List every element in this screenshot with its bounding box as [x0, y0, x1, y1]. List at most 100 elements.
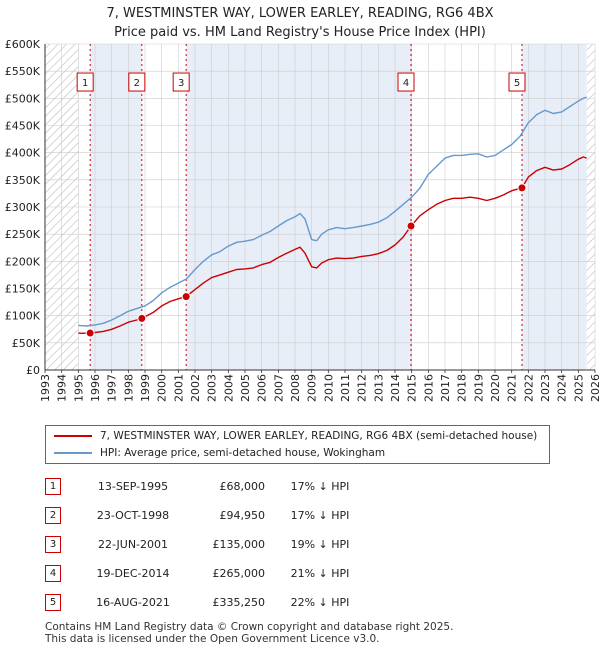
x-tick-label: 2011 — [339, 374, 352, 402]
footer-line1: Contains HM Land Registry data © Crown c… — [45, 621, 454, 633]
sale-marker-label: 4 — [403, 78, 409, 89]
sale-marker-label: 1 — [82, 78, 88, 89]
x-tick-label: 1993 — [39, 374, 52, 402]
x-tick-label: 2022 — [522, 374, 535, 402]
sale-date: 22-JUN-2001 — [97, 538, 169, 551]
x-tick-label: 2014 — [389, 374, 402, 402]
sale-number-badge: 2 — [45, 507, 61, 524]
sale-hpi-diff: 17% ↓ HPI — [290, 509, 350, 522]
x-tick-label: 2007 — [272, 374, 285, 402]
x-tick-label: 1996 — [89, 374, 102, 402]
x-tick-label: 2023 — [539, 374, 552, 402]
sale-number-badge: 4 — [45, 565, 61, 582]
x-tick-label: 2018 — [456, 374, 469, 402]
y-tick-label: £0 — [26, 364, 40, 377]
x-tick-label: 2026 — [589, 374, 600, 402]
legend-label-property: 7, WESTMINSTER WAY, LOWER EARLEY, READIN… — [100, 430, 538, 442]
x-tick-label: 2005 — [239, 374, 252, 402]
sale-marker-box — [128, 72, 146, 92]
x-tick-label: 1998 — [122, 374, 135, 402]
table-row: 5 16-AUG-2021 £335,250 22% ↓ HPI — [45, 588, 375, 617]
y-tick-label: £400K — [5, 147, 41, 160]
grid-lines — [44, 43, 596, 371]
sale-price: £135,000 — [212, 538, 266, 551]
y-tick-label: £50K — [12, 337, 41, 350]
legend-swatch-property — [54, 435, 92, 437]
sale-point — [137, 313, 147, 323]
sale-date: 16-AUG-2021 — [96, 596, 170, 609]
x-tick-label: 1999 — [139, 374, 152, 402]
x-tick-label: 2024 — [556, 374, 569, 402]
sale-marker-label: 2 — [134, 78, 140, 89]
x-tick-label: 2004 — [222, 374, 235, 402]
y-tick-label: £150K — [5, 283, 41, 296]
x-tick-label: 2017 — [439, 374, 452, 402]
sale-point — [406, 221, 416, 231]
property-price-line — [78, 156, 587, 334]
legend-label-hpi: HPI: Average price, semi-detached house,… — [100, 447, 386, 459]
footer-line2: This data is licensed under the Open Gov… — [45, 633, 380, 645]
x-tick-label: 2002 — [189, 374, 202, 402]
chart-title: 7, WESTMINSTER WAY, LOWER EARLEY, READIN… — [0, 4, 600, 42]
sale-hpi-diff: 19% ↓ HPI — [290, 538, 350, 551]
x-tick-label: 2021 — [506, 374, 519, 402]
y-tick-label: £200K — [5, 255, 41, 268]
y-tick-label: £350K — [5, 174, 41, 187]
sale-date: 23-OCT-1998 — [96, 509, 170, 522]
sale-price: £94,950 — [219, 509, 266, 522]
sales-table: 1 13-SEP-1995 £68,000 17% ↓ HPI 2 23-OCT… — [45, 472, 375, 617]
y-tick-label: £300K — [5, 201, 41, 214]
x-tick-label: 2012 — [356, 374, 369, 402]
table-row: 2 23-OCT-1998 £94,950 17% ↓ HPI — [45, 501, 375, 530]
sale-date: 19-DEC-2014 — [96, 567, 170, 580]
x-tick-label: 1997 — [106, 374, 119, 402]
x-tick-label: 2016 — [422, 374, 435, 402]
series-lines — [78, 96, 587, 334]
sale-marker-box — [508, 72, 526, 92]
sale-number-badge: 5 — [45, 594, 61, 611]
y-tick-label: £450K — [5, 120, 41, 133]
x-tick-label: 2019 — [472, 374, 485, 402]
sale-points — [85, 183, 527, 338]
y-tick-label: £250K — [5, 228, 41, 241]
x-tick-label: 1995 — [72, 374, 85, 402]
x-tick-label: 2001 — [172, 374, 185, 402]
hpi-line — [78, 96, 587, 327]
x-tick-label: 2000 — [156, 374, 169, 402]
x-tick-label: 2010 — [322, 374, 335, 402]
price-chart: 1 2 3 4 5 £0 £50K £100K £150K £200K £250K £300K £35… — [5, 38, 600, 402]
x-tick-label: 2013 — [372, 374, 385, 402]
sale-markers: 1 2 3 4 5 — [76, 72, 526, 92]
x-tick-label: 2020 — [489, 374, 502, 402]
sale-marker-box — [397, 72, 415, 92]
sale-date: 13-SEP-1995 — [97, 480, 169, 493]
x-tick-label: 2008 — [289, 374, 302, 402]
y-tick-label: £550K — [5, 65, 41, 78]
chart-subtitle: Price paid vs. HM Land Registry's House … — [114, 25, 486, 40]
sale-hpi-diff: 21% ↓ HPI — [290, 567, 350, 580]
legend: 7, WESTMINSTER WAY, LOWER EARLEY, READIN… — [45, 425, 550, 464]
table-row: 1 13-SEP-1995 £68,000 17% ↓ HPI — [45, 472, 375, 501]
footer-attribution: Contains HM Land Registry data © Crown c… — [45, 621, 453, 645]
sale-marker-label: 5 — [514, 78, 520, 89]
axes: £0 £50K £100K £150K £200K £250K £300K £350K £400… — [5, 38, 600, 402]
chart-title-line1: 7, WESTMINSTER WAY, LOWER EARLEY, READIN… — [106, 6, 494, 21]
sale-number-badge: 3 — [45, 536, 61, 553]
table-row: 4 19-DEC-2014 £265,000 21% ↓ HPI — [45, 559, 375, 588]
sale-point — [85, 328, 95, 338]
y-tick-label: £600K — [5, 38, 41, 51]
x-tick-label: 2006 — [256, 374, 269, 402]
sale-point — [517, 183, 527, 193]
y-tick-label: £100K — [5, 310, 41, 323]
sale-price: £265,000 — [212, 567, 266, 580]
x-tick-label: 2015 — [406, 374, 419, 402]
sale-marker-box — [172, 72, 190, 92]
sale-number-badge: 1 — [45, 478, 61, 495]
legend-swatch-hpi — [54, 452, 92, 454]
table-row: 3 22-JUN-2001 £135,000 19% ↓ HPI — [45, 530, 375, 559]
sale-hpi-diff: 22% ↓ HPI — [290, 596, 350, 609]
x-tick-label: 2009 — [306, 374, 319, 402]
sale-point — [181, 292, 191, 302]
x-tick-label: 2003 — [206, 374, 219, 402]
y-tick-label: £500K — [5, 92, 41, 105]
